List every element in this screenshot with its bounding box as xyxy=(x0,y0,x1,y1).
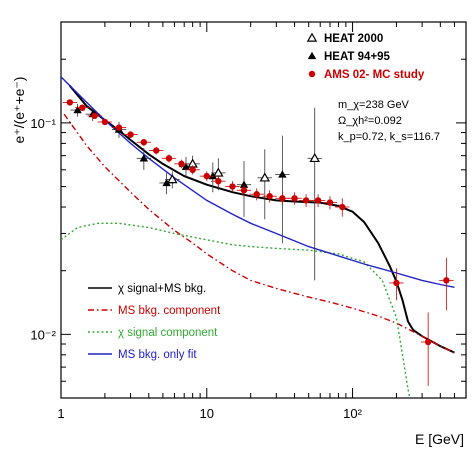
point-heat-94-95 xyxy=(139,154,149,162)
point-ams-02-mc-study xyxy=(291,195,298,202)
point-heat-94-95 xyxy=(73,105,82,114)
legend-line-label: MS bkg. only fit xyxy=(118,349,197,361)
point-ams-02-mc-study xyxy=(314,197,322,204)
annotation-text: k_p=0.72, k_s=116.7 xyxy=(338,131,440,143)
curve-ms-bkg-component xyxy=(63,113,455,354)
point-heat-94-95 xyxy=(208,171,218,180)
point-ams-02-mc-study xyxy=(253,191,260,198)
point-ams-02-mc-study xyxy=(178,160,185,168)
point-ams-02-mc-study xyxy=(339,203,346,211)
point-ams-02-mc-study xyxy=(302,197,310,204)
point-ams-02-mc-study xyxy=(101,118,109,126)
point-ams-02-mc-study xyxy=(443,277,450,284)
legend-marker xyxy=(306,32,318,42)
point-heat-94-95 xyxy=(278,170,287,178)
annotation-text: Ω_χh²=0.092 xyxy=(338,115,402,127)
legend-line-label: χ signal+MS bkg. xyxy=(118,283,206,295)
legend-label: HEAT 94+95 xyxy=(324,51,391,63)
point-ams-02-mc-study xyxy=(424,338,432,346)
point-ams-02-mc-study xyxy=(393,279,400,287)
legend-line-label: χ signal component xyxy=(118,327,218,339)
legend-lines: χ signal+MS bkg. MS bkg. component χ signa… xyxy=(88,283,221,361)
x-axis-label: E [GeV] xyxy=(415,431,464,447)
plot-frame xyxy=(60,21,467,399)
point-ams-02-mc-study xyxy=(189,166,196,174)
point-ams-02-mc-study xyxy=(140,139,148,146)
point-heat-2000 xyxy=(167,174,178,184)
axis-ticks: 1 10 10² 10⁻¹ 10⁻² xyxy=(30,22,467,421)
legend-label: HEAT 2000 xyxy=(324,33,383,45)
legend-points: HEAT 2000 HEAT 94+95 AMS 02- MC study xyxy=(306,32,425,81)
x-tick-label: 10 xyxy=(200,406,214,421)
y-tick-label: 10⁻² xyxy=(30,327,56,342)
point-ams-02-mc-study xyxy=(279,195,286,202)
point-ams-02-mc-study xyxy=(153,147,160,154)
data-points xyxy=(62,99,454,386)
point-ams-02-mc-study xyxy=(91,112,98,120)
point-ams-02-mc-study xyxy=(165,155,173,162)
point-ams-02-mc-study xyxy=(326,199,334,206)
point-ams-02-mc-study xyxy=(240,187,248,194)
legend-label: AMS 02- MC study xyxy=(324,69,425,81)
point-ams-02-mc-study xyxy=(66,99,74,106)
point-ams-02-mc-study xyxy=(203,172,210,180)
legend-marker xyxy=(308,70,316,78)
point-heat-2000 xyxy=(213,167,224,177)
point-heat-2000 xyxy=(309,152,320,163)
x-tick-label: 10² xyxy=(343,406,362,421)
point-heat-2000 xyxy=(259,172,271,182)
legend-line-label: MS bkg. component xyxy=(118,305,221,317)
point-heat-94-95 xyxy=(239,180,249,188)
y-axis-label: e⁺/(e⁺+e⁻) xyxy=(11,77,27,144)
point-ams-02-mc-study xyxy=(115,124,123,131)
point-heat-94-95 xyxy=(162,178,171,187)
point-ams-02-mc-study xyxy=(215,177,222,185)
curve-signal-component xyxy=(61,222,411,398)
y-tick-label: 10⁻¹ xyxy=(30,116,56,131)
point-heat-94-95 xyxy=(181,162,191,170)
x-tick-label: 1 xyxy=(57,406,64,421)
legend-marker xyxy=(307,51,317,60)
point-ams-02-mc-study xyxy=(266,193,273,200)
curve-ms-bkg-only-fit xyxy=(61,76,455,288)
point-ams-02-mc-study xyxy=(229,183,236,190)
point-ams-02-mc-study xyxy=(79,104,86,111)
annotation-text: m_χ=238 GeV xyxy=(338,99,410,111)
model-parameters: m_χ=238 GeV Ω_χh²=0.092 k_p=0.72, k_s=116.… xyxy=(338,99,440,143)
point-ams-02-mc-study xyxy=(127,131,134,138)
